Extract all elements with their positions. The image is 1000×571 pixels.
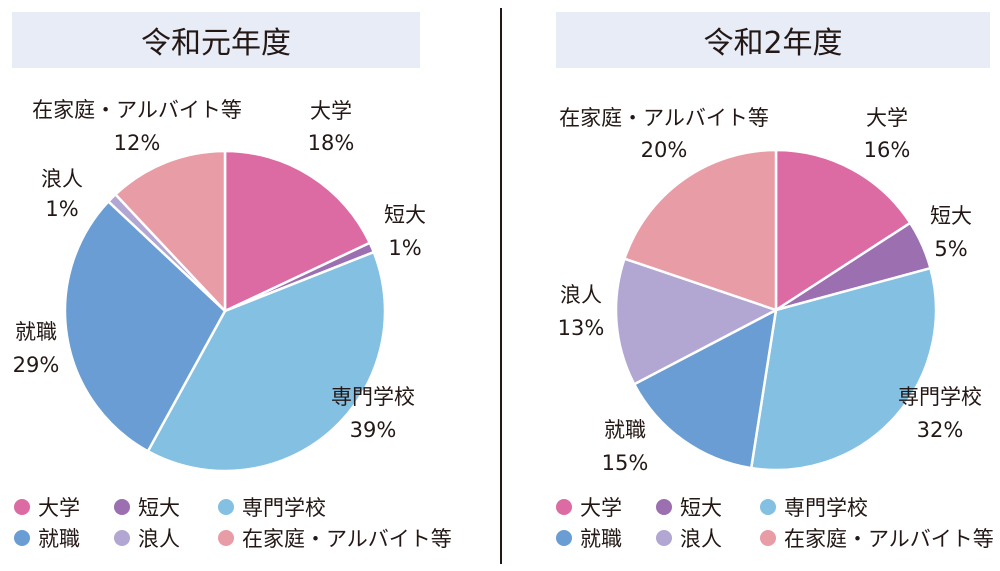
legend-item-5: 在家庭・アルバイト等 (760, 523, 994, 553)
legend-swatch (760, 499, 776, 515)
pie1-label-value-0: 16% (864, 138, 911, 162)
legend-label: 就職 (38, 527, 80, 551)
pie1-label-category-0: 大学 (866, 106, 908, 130)
pie0-label-category-5: 在家庭・アルバイト等 (32, 98, 242, 122)
pie0-slice-5 (114, 149, 227, 313)
pie1-label-value-5: 20% (641, 138, 688, 162)
pie1-label-category-5: 在家庭・アルバイト等 (559, 106, 769, 130)
legend-swatch (218, 499, 234, 515)
pie0-label-value-0: 18% (308, 131, 355, 155)
pie0-label-value-3: 29% (13, 353, 60, 377)
pie1-label-category-1: 短大 (930, 204, 972, 228)
pie0-label-value-4: 1% (45, 197, 78, 221)
legend-label: 大学 (38, 496, 80, 520)
pie1-slice-0 (774, 148, 912, 312)
pie0-slice-2 (146, 250, 387, 473)
pie0-label-category-1: 短大 (384, 203, 426, 227)
pie1-label-category-2: 専門学校 (898, 385, 982, 409)
legend-label: 浪人 (138, 527, 180, 551)
legend-swatch (656, 530, 672, 546)
legend-item-1: 短大 (656, 492, 722, 522)
pie0-label-value-2: 39% (350, 418, 397, 442)
legend-item-5: 在家庭・アルバイト等 (218, 523, 452, 553)
pie1-label-value-3: 15% (602, 451, 649, 475)
legend-item-4: 浪人 (656, 523, 722, 553)
legend-label: 短大 (680, 496, 722, 520)
pie1-label-value-2: 32% (917, 418, 964, 442)
legend-item-2: 専門学校 (218, 492, 326, 522)
pie0-label-category-0: 大学 (310, 99, 352, 123)
pie0-slice-3 (63, 200, 227, 453)
pie0-label-value-5: 12% (114, 131, 161, 155)
legend-item-3: 就職 (556, 523, 622, 553)
legend-item-0: 大学 (14, 492, 80, 522)
legend-label: 在家庭・アルバイト等 (784, 527, 994, 551)
legend-label: 専門学校 (242, 496, 326, 520)
legend-item-1: 短大 (114, 492, 180, 522)
legend-label: 在家庭・アルバイト等 (242, 527, 452, 551)
divider (500, 8, 502, 564)
pie0-label-category-4: 浪人 (41, 167, 83, 191)
legend-swatch (760, 530, 776, 546)
pie1-label-value-4: 13% (558, 316, 605, 340)
legend-label: 短大 (138, 496, 180, 520)
pie1-label-category-4: 浪人 (560, 283, 602, 307)
pie0-label-category-2: 専門学校 (331, 385, 415, 409)
legend-label: 就職 (580, 527, 622, 551)
pie1-slice-2 (749, 266, 938, 472)
legend-label: 大学 (580, 496, 622, 520)
pie0-label-category-3: 就職 (15, 320, 57, 344)
legend-label: 浪人 (680, 527, 722, 551)
legend-swatch (114, 499, 130, 515)
legend-swatch (14, 499, 30, 515)
legend-item-2: 専門学校 (760, 492, 868, 522)
legend-item-0: 大学 (556, 492, 622, 522)
legend-swatch (14, 530, 30, 546)
pie1-label-value-1: 5% (934, 237, 967, 261)
pie0-label-value-1: 1% (388, 236, 421, 260)
pie1-label-category-3: 就職 (604, 418, 646, 442)
chart-title-right: 令和2年度 (556, 12, 990, 68)
legend-swatch (556, 530, 572, 546)
legend-swatch (218, 530, 234, 546)
legend-swatch (656, 499, 672, 515)
pie1-slice-4 (614, 257, 778, 386)
pie0-slice-0 (223, 149, 372, 313)
pie1-slice-5 (623, 148, 778, 312)
legend-label: 専門学校 (784, 496, 868, 520)
legend-swatch (114, 530, 130, 546)
legend-item-4: 浪人 (114, 523, 180, 553)
pie1-slice-3 (632, 308, 778, 470)
chart-title-left: 令和元年度 (12, 12, 420, 68)
legend-swatch (556, 499, 572, 515)
legend-item-3: 就職 (14, 523, 80, 553)
